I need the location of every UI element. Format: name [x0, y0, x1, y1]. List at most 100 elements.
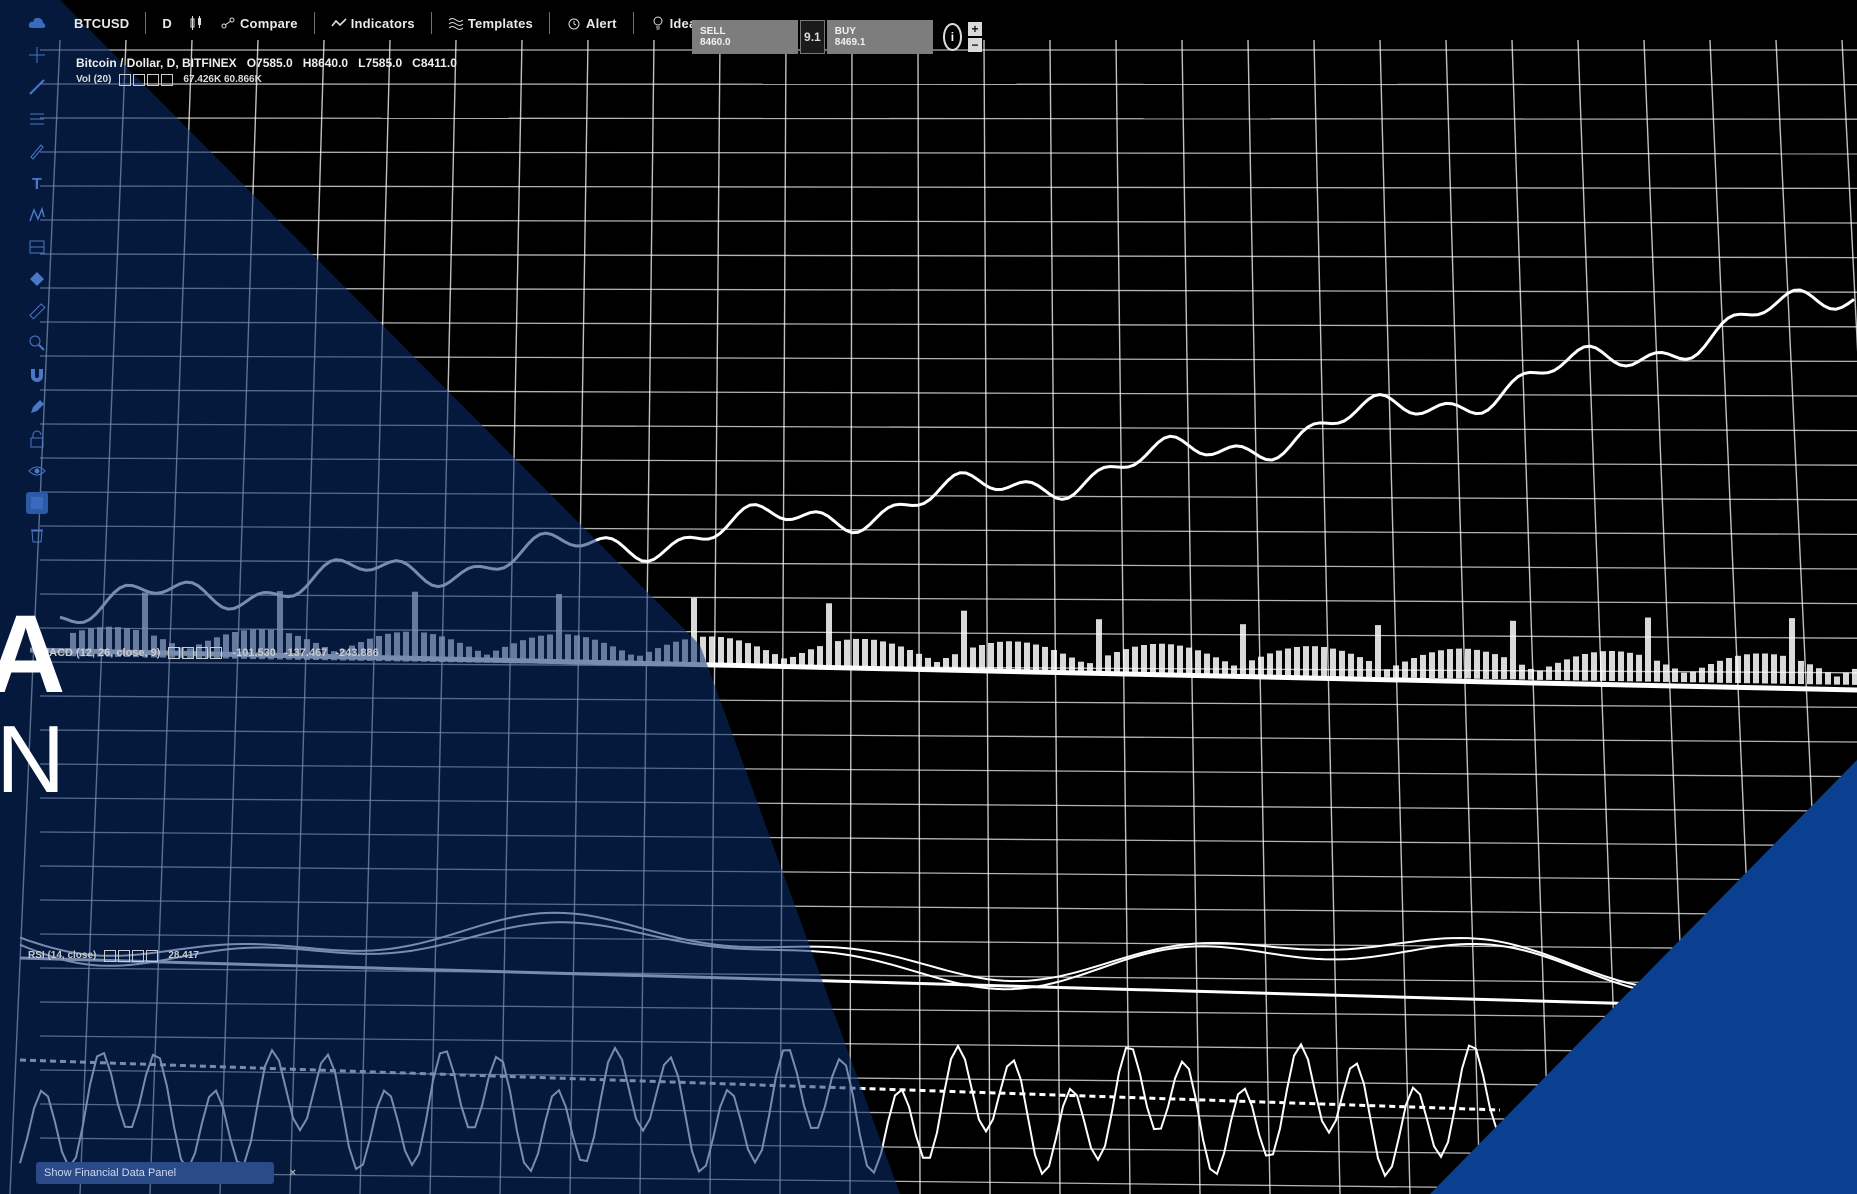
text-icon[interactable]: T	[26, 172, 48, 194]
info-icon[interactable]: i	[942, 23, 962, 51]
volume-bar	[1033, 644, 1039, 672]
grid-line-vertical	[79, 39, 127, 1194]
volume-bar	[1744, 654, 1750, 684]
grid-line-vertical	[1247, 39, 1271, 1194]
volume-bar	[1096, 619, 1102, 673]
measure-icon[interactable]	[26, 236, 48, 258]
close-icon[interactable]: ×	[289, 1167, 296, 1179]
pattern-icon[interactable]	[26, 204, 48, 226]
volume-bar	[646, 651, 652, 666]
eye-icon[interactable]	[26, 460, 48, 482]
volume-bar	[1078, 661, 1084, 673]
volume-bar	[1789, 618, 1795, 684]
volume-bar	[466, 646, 472, 663]
volume-bar	[1834, 676, 1840, 685]
macd-line	[19, 911, 1749, 991]
grid-line-horizontal	[39, 525, 1857, 536]
volume-bar	[997, 641, 1003, 672]
zoom-icon[interactable]	[26, 332, 48, 354]
quantity-field[interactable]: 9.1	[800, 20, 825, 54]
volume-bar	[889, 643, 895, 670]
object-tree-icon[interactable]	[26, 492, 48, 514]
plus-icon[interactable]: +	[968, 22, 982, 36]
minus-icon[interactable]: −	[968, 38, 982, 52]
brush-icon[interactable]	[26, 140, 48, 162]
chart-type-button[interactable]	[184, 15, 208, 31]
legend-controls[interactable]	[168, 647, 224, 660]
grid-line-horizontal	[39, 831, 1857, 847]
alert-button[interactable]: Alert	[562, 15, 621, 31]
volume-bar	[628, 654, 634, 666]
compare-button[interactable]: Compare	[216, 15, 302, 31]
volume-bar	[1483, 651, 1489, 679]
grid-line-vertical	[1709, 39, 1761, 1194]
interval-button[interactable]: D	[162, 15, 172, 31]
close-value: C8411.0	[412, 56, 457, 70]
divider	[145, 12, 147, 34]
grid-line-vertical	[1445, 39, 1481, 1194]
ruler-icon[interactable]	[26, 300, 48, 322]
grid-line-horizontal	[39, 695, 1857, 709]
sell-button[interactable]: SELL 8460.0	[692, 20, 798, 54]
volume-bar	[988, 643, 994, 671]
volume-bar	[1384, 669, 1390, 678]
legend-controls[interactable]	[119, 74, 175, 86]
volume-bar	[1087, 663, 1093, 673]
legend-controls[interactable]	[104, 950, 160, 962]
volume-bar	[754, 646, 760, 668]
buy-button[interactable]: BUY 8469.1	[826, 20, 933, 54]
volume-bar	[538, 635, 544, 664]
volume-bar	[1465, 648, 1471, 679]
fib-icon[interactable]	[26, 108, 48, 130]
grid-line-vertical	[1313, 39, 1341, 1194]
rsi-label[interactable]: RSI (14, close)	[28, 950, 97, 961]
crosshair-icon[interactable]	[26, 44, 48, 66]
volume-bar	[493, 650, 499, 663]
cloud-icon[interactable]	[26, 12, 48, 34]
volume-bar	[808, 649, 814, 668]
volume-bar	[1240, 624, 1246, 675]
pencil-icon[interactable]	[26, 396, 48, 418]
symbol-search[interactable]: BTCUSD	[74, 15, 130, 31]
volume-bar	[412, 591, 418, 662]
volume-bar	[592, 639, 598, 665]
volume-bar	[1618, 651, 1624, 682]
magnet-icon[interactable]	[26, 364, 48, 386]
macd-label[interactable]: MACD (12, 26, close, 9)	[40, 647, 161, 659]
volume-bar	[1348, 653, 1354, 677]
volume-bar	[1762, 653, 1768, 684]
trading-panel: SELL 8460.0 9.1 BUY 8469.1 i + −	[692, 20, 982, 54]
volume-bar	[1150, 644, 1156, 674]
volume-bar	[1573, 656, 1579, 681]
volume-bar	[1303, 646, 1309, 676]
volume-label[interactable]: Vol (20)	[76, 74, 112, 85]
volume-bar	[1141, 645, 1147, 674]
financial-panel-toggle[interactable]: Show Financial Data Panel ×	[36, 1162, 296, 1184]
volume-bar	[556, 594, 562, 664]
volume-bar	[610, 646, 616, 665]
headline-letter-n: N	[0, 706, 66, 813]
volume-bar	[1771, 654, 1777, 684]
gem-icon[interactable]	[26, 268, 48, 290]
volume-bar	[736, 640, 742, 667]
grid-line-vertical	[1841, 39, 1857, 353]
grid-line-horizontal	[39, 457, 1857, 466]
series-title[interactable]: Bitcoin / Dollar, D, BITFINEX	[76, 56, 237, 70]
grid-line-vertical	[779, 39, 787, 1194]
templates-button[interactable]: Templates	[444, 15, 537, 31]
indicators-button[interactable]: Indicators	[327, 15, 419, 31]
trash-icon[interactable]	[26, 524, 48, 546]
volume-bar	[655, 648, 661, 666]
lock-icon[interactable]	[26, 428, 48, 450]
volume-bar	[745, 643, 751, 667]
trendline-icon[interactable]	[26, 76, 48, 98]
volume-bar	[1582, 654, 1588, 681]
volume-bar	[844, 639, 850, 669]
volume-bar	[1708, 664, 1714, 683]
volume-bar	[835, 641, 841, 669]
volume-bar	[1672, 668, 1678, 682]
volume-bar	[1609, 651, 1615, 681]
volume-bar	[1780, 655, 1786, 684]
